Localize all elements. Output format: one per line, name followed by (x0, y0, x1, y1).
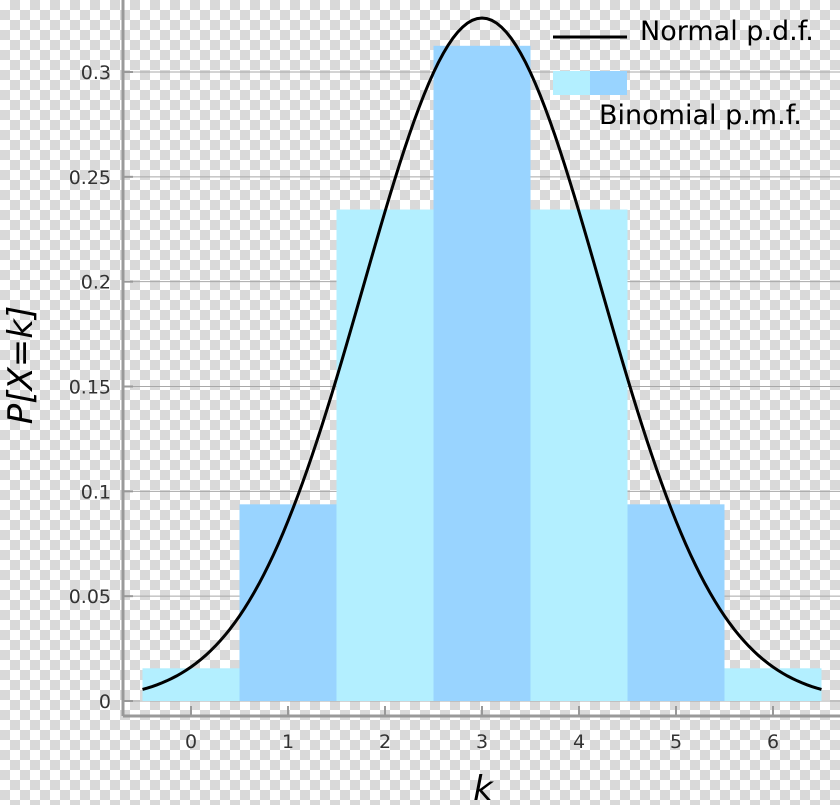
y-ticks: 0 0.05 0.1 0.15 0.2 0.25 0.3 (69, 62, 133, 713)
bar (627, 504, 725, 701)
bar-series (142, 45, 822, 702)
bar (336, 209, 434, 702)
x-tick-label: 4 (573, 731, 585, 753)
x-tick-label: 1 (282, 731, 294, 753)
normal-pdf-curve (142, 16, 822, 691)
legend-swatch-binomial-light (553, 71, 590, 95)
y-tick-label: 0.25 (69, 167, 111, 189)
y-tick-label: 0.05 (69, 586, 111, 608)
x-ticks: 0 1 2 3 4 5 6 (185, 706, 779, 753)
bar (530, 209, 628, 702)
bar (239, 504, 337, 701)
y-tick-label: 0.15 (69, 377, 111, 399)
x-axis-title: k (473, 769, 494, 805)
x-tick-label: 2 (379, 731, 391, 753)
legend-swatch-binomial-dark (590, 71, 627, 95)
x-tick-label: 3 (476, 731, 488, 753)
bar (433, 45, 531, 701)
y-tick-label: 0.3 (81, 62, 111, 84)
y-tick-label: 0.2 (81, 272, 111, 294)
legend-label-binomial: Binomial p.m.f. (599, 100, 802, 131)
x-tick-label: 6 (767, 731, 779, 753)
x-tick-label: 5 (670, 731, 682, 753)
x-tick-label: 0 (185, 731, 197, 753)
legend: Normal p.d.f. Binomial p.m.f. (553, 16, 814, 131)
y-tick-label: 0.1 (81, 481, 111, 503)
y-axis-title: P[X=k] (1, 306, 41, 425)
y-tick-label: 0 (99, 691, 111, 713)
legend-label-normal: Normal p.d.f. (640, 16, 814, 47)
